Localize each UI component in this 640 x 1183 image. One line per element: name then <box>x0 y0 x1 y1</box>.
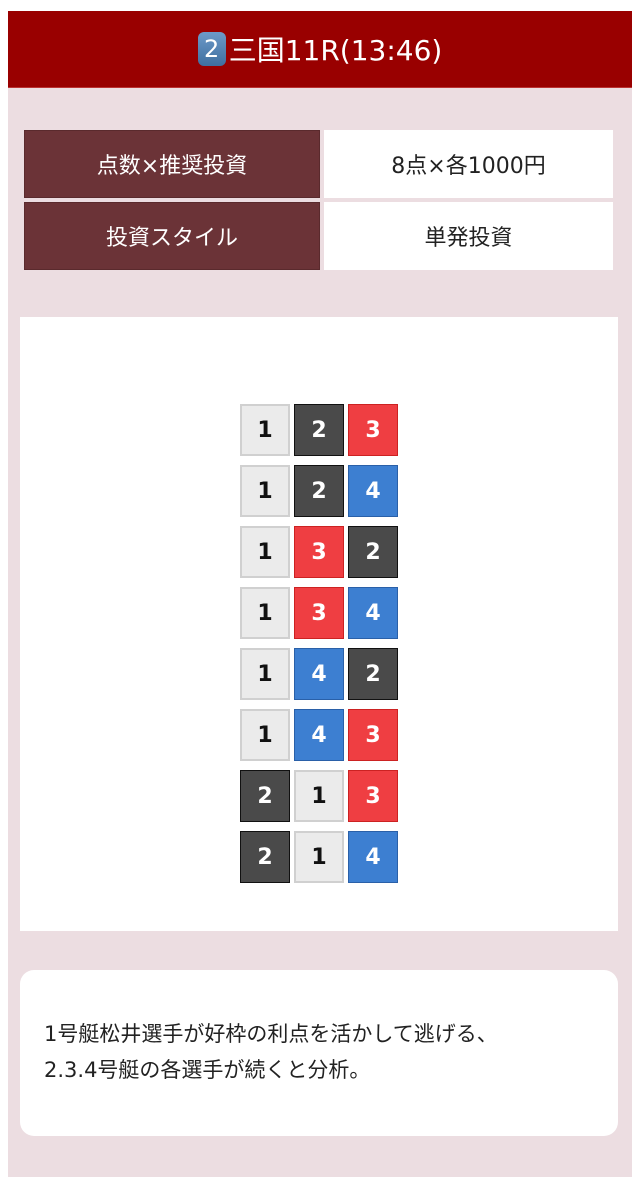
boat-number-tile: 3 <box>348 404 398 456</box>
info-label: 点数×推奨投資 <box>24 130 320 198</box>
comment-line: 2.3.4号艇の各選手が続くと分析。 <box>44 1058 371 1082</box>
comment-line: 1号艇松井選手が好枠の利点を活かして逃げる、 <box>44 1022 498 1046</box>
boat-number-tile: 2 <box>240 770 290 822</box>
boat-number-tile: 2 <box>240 831 290 883</box>
info-label: 投資スタイル <box>24 202 320 270</box>
bet-info-table: 点数×推奨投資 8点×各1000円 投資スタイル 単発投資 <box>24 130 613 274</box>
analysis-comment: 1号艇松井選手が好枠の利点を活かして逃げる、 2.3.4号艇の各選手が続くと分析… <box>20 970 618 1136</box>
boat-number-tile: 1 <box>240 709 290 761</box>
race-card: 2 三国11R(13:46) 点数×推奨投資 8点×各1000円 投資スタイル … <box>8 11 632 1177</box>
race-title: 三国11R(13:46) <box>228 34 443 67</box>
race-number-badge: 2 <box>197 32 226 66</box>
boat-number-tile: 1 <box>294 770 344 822</box>
boat-number-tile: 2 <box>348 648 398 700</box>
boat-number-tile: 3 <box>294 526 344 578</box>
info-value: 単発投資 <box>324 202 613 270</box>
boat-number-tile: 3 <box>348 770 398 822</box>
boat-number-tile: 1 <box>240 526 290 578</box>
boat-number-tile: 4 <box>294 648 344 700</box>
boat-number-tile: 1 <box>240 465 290 517</box>
race-header: 2 三国11R(13:46) <box>8 11 632 88</box>
boat-number-tile: 1 <box>294 831 344 883</box>
boat-number-tile: 2 <box>348 526 398 578</box>
boat-number-tile: 2 <box>294 404 344 456</box>
boat-number-tile: 3 <box>294 587 344 639</box>
boat-number-tile: 1 <box>240 587 290 639</box>
boat-number-tile: 3 <box>348 709 398 761</box>
boat-number-tile: 4 <box>348 465 398 517</box>
boat-number-tile: 4 <box>348 587 398 639</box>
boat-number-tile: 4 <box>294 709 344 761</box>
boat-number-tile: 4 <box>348 831 398 883</box>
boat-number-tile: 1 <box>240 404 290 456</box>
boat-number-tile: 2 <box>294 465 344 517</box>
info-row-points: 点数×推奨投資 8点×各1000円 <box>24 130 613 198</box>
info-row-style: 投資スタイル 単発投資 <box>24 202 613 270</box>
info-value: 8点×各1000円 <box>324 130 613 198</box>
boat-number-tile: 1 <box>240 648 290 700</box>
